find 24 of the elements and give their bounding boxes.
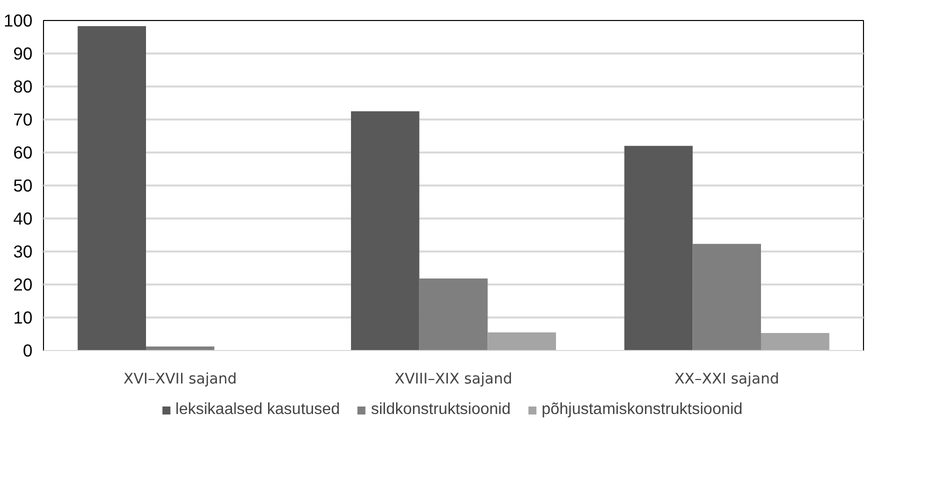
y-tick-label: 80 xyxy=(13,76,33,96)
legend-label: põhjustamiskonstruktsioonid xyxy=(542,401,743,419)
legend-label: leksikaalsed kasutused xyxy=(175,401,340,419)
y-tick-label: 90 xyxy=(13,44,33,64)
bar xyxy=(488,332,556,350)
y-tick-label: 10 xyxy=(13,308,33,328)
bar xyxy=(351,111,420,350)
y-tick-label: 50 xyxy=(13,176,33,196)
y-tick-label: 20 xyxy=(13,274,33,294)
y-tick-label: 40 xyxy=(13,208,33,228)
x-tick-label: XVIII–XIX sajand xyxy=(394,370,512,388)
x-tick-label: XX–XXI sajand xyxy=(674,370,780,388)
bar xyxy=(419,278,488,350)
y-tick-label: 70 xyxy=(13,110,33,130)
y-tick-label: 30 xyxy=(13,242,33,262)
y-tick-label: 100 xyxy=(4,10,33,30)
bar xyxy=(624,146,693,350)
bar xyxy=(78,26,146,350)
y-tick-label: 60 xyxy=(13,142,33,162)
x-tick-label: XVI–XVII sajand xyxy=(123,370,237,388)
bar xyxy=(761,333,830,350)
bar xyxy=(692,244,761,350)
legend-label: sildkonstruktsioonid xyxy=(370,401,511,419)
y-tick-label: 0 xyxy=(22,340,33,360)
